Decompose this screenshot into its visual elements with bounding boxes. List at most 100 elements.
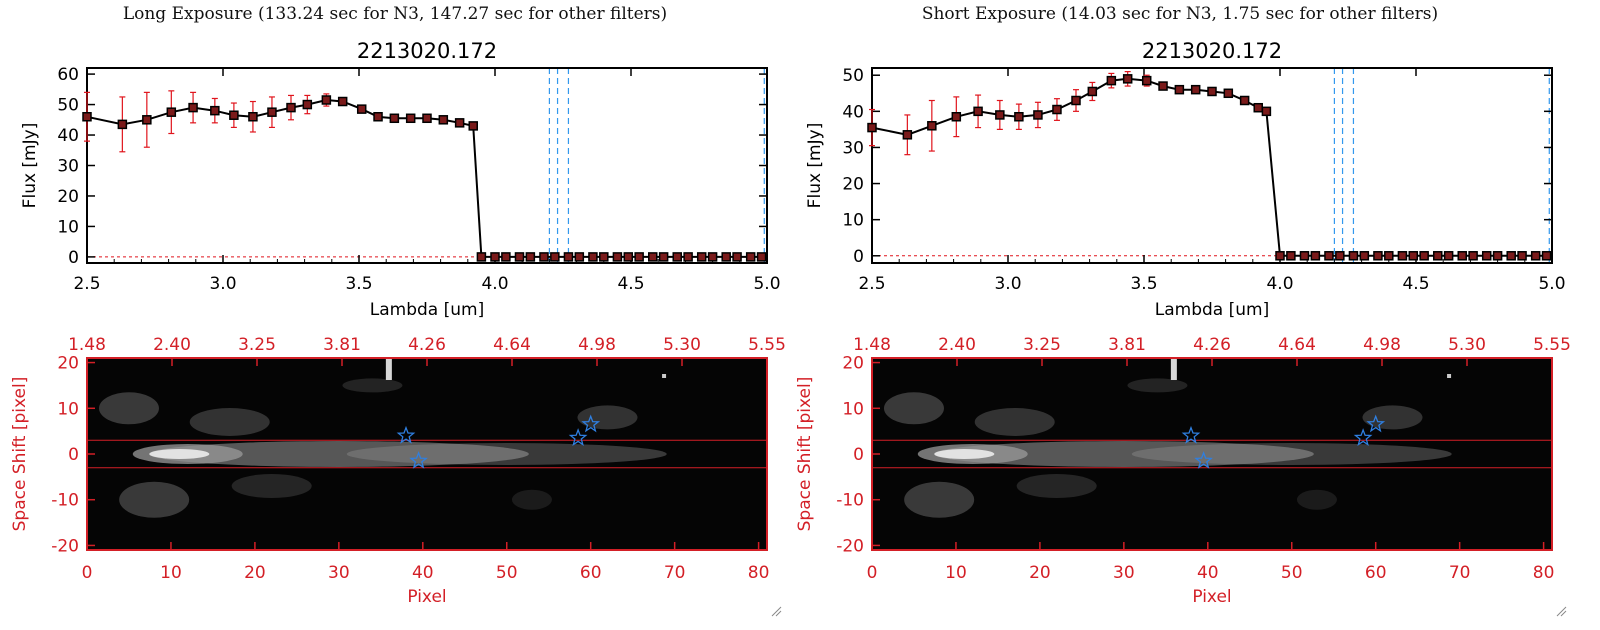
y-tick-label: 20 — [842, 354, 864, 374]
spectral-emission — [346, 443, 667, 465]
x-tick-label: 3.0 — [994, 274, 1021, 294]
spectral-emission — [974, 408, 1055, 436]
data-point — [574, 252, 585, 262]
star-marker — [1181, 425, 1201, 444]
y-tick-label: -10 — [836, 491, 864, 511]
x-tick-label: 60 — [1365, 563, 1387, 583]
data-point — [1408, 251, 1419, 261]
top-tick-label: 5.55 — [1533, 335, 1571, 355]
spectral-trace-core — [934, 449, 995, 459]
data-point — [1299, 251, 1310, 261]
y-axis-label: Space Shift [pixel] — [795, 377, 815, 532]
top-tick-label: 3.81 — [323, 335, 361, 355]
x-tick-label: 80 — [748, 563, 770, 583]
plot-frame — [86, 67, 768, 264]
hot-pixel — [1447, 374, 1452, 378]
star-marker — [1353, 428, 1373, 446]
x-tick-label: 70 — [1449, 563, 1471, 583]
data-point — [995, 110, 1005, 120]
spectral-emission — [511, 489, 552, 510]
y-tick-label: 20 — [57, 354, 79, 374]
long-exposure-plots: 2213020.172 2.5 3.0 3.5 4.0 4.5 5.0 0 10 20 30 40 50… — [10, 39, 786, 607]
data-point — [1348, 251, 1359, 261]
data-point — [1261, 106, 1272, 117]
spectral-emission — [189, 408, 270, 436]
data-point — [438, 115, 449, 125]
y-tick-label: 20 — [842, 175, 864, 195]
spectral-emission — [577, 405, 638, 430]
x-tick-label: 10 — [160, 563, 182, 583]
data-point — [422, 113, 432, 124]
data-point — [1324, 251, 1334, 261]
panel-title: Long Exposure (133.24 sec for N3, 147.27… — [122, 4, 668, 24]
y-tick-label: 60 — [57, 65, 79, 85]
data-point — [745, 252, 756, 262]
data-point — [1174, 84, 1185, 95]
y-tick-label: -10 — [51, 491, 79, 511]
data-point — [356, 104, 367, 114]
x-tick-label: 20 — [1029, 563, 1051, 583]
top-tick-label: 4.64 — [1278, 335, 1316, 355]
resize-grip-glyph — [771, 606, 782, 617]
data-point — [337, 96, 348, 107]
data-point — [672, 252, 682, 262]
data-point — [1481, 251, 1492, 261]
y-tick-label: 40 — [842, 102, 864, 122]
data-point — [321, 95, 332, 105]
y-tick-label: 30 — [57, 157, 79, 177]
data-point — [286, 102, 296, 113]
data-point — [1373, 251, 1383, 261]
y-tick-label: 40 — [57, 126, 79, 146]
data-point — [302, 99, 313, 110]
data-point — [267, 107, 277, 117]
top-tick-label: 5.30 — [663, 335, 701, 355]
y-tick-label: 10 — [57, 399, 79, 419]
data-point — [1071, 95, 1081, 106]
resize-grip-icon[interactable] — [1555, 605, 1567, 617]
star-marker — [409, 451, 428, 469]
resize-grip-icon[interactable] — [770, 605, 782, 617]
x-tick-label: 2.5 — [73, 274, 100, 294]
data-point — [867, 122, 877, 133]
top-tick-label: 4.64 — [493, 335, 531, 355]
data-point — [683, 252, 693, 262]
data-point — [1158, 81, 1168, 91]
x-tick-label: 4.0 — [1266, 274, 1293, 294]
y-tick-label: 10 — [842, 211, 864, 231]
top-tick-label: 2.40 — [938, 335, 976, 355]
x-tick-label: 4.5 — [617, 274, 644, 294]
star-marker — [1194, 451, 1213, 469]
data-point — [588, 252, 598, 262]
data-point — [1397, 251, 1408, 261]
data-point — [142, 115, 152, 125]
data-point — [1286, 251, 1296, 261]
x-tick-label: 2.5 — [858, 274, 885, 294]
x-tick-label: 4.0 — [481, 274, 508, 294]
data-point — [82, 112, 92, 122]
spectral-emission — [1296, 489, 1337, 510]
x-tick-label: 50 — [1281, 563, 1303, 583]
y-axis-label: Flux [mJy] — [805, 123, 825, 209]
data-point — [1419, 251, 1429, 261]
data-point — [1253, 102, 1263, 113]
data-point — [1223, 88, 1234, 99]
x-tick-label: 40 — [1197, 563, 1219, 583]
data-point — [756, 252, 767, 262]
data-point — [490, 252, 500, 262]
x-axis-label: Pixel — [1192, 587, 1231, 607]
data-point — [248, 112, 258, 122]
y-tick-label: 0 — [68, 248, 79, 268]
top-tick-label: 4.26 — [1193, 335, 1231, 355]
x-tick-label: 0 — [82, 563, 93, 583]
top-tick-label: 1.48 — [853, 335, 891, 355]
long-exposure-panel: Long Exposure (133.24 sec for N3, 147.27… — [10, 4, 786, 617]
data-point — [1052, 104, 1062, 115]
x-axis-label: Lambda [um] — [370, 300, 484, 320]
data-point — [1384, 251, 1394, 261]
spectral-emission — [883, 392, 944, 425]
data-point — [1275, 251, 1285, 261]
y-tick-label: 0 — [68, 445, 79, 465]
star-marker — [396, 425, 416, 444]
data-point — [1310, 251, 1321, 261]
spectral-emission — [1131, 443, 1452, 465]
